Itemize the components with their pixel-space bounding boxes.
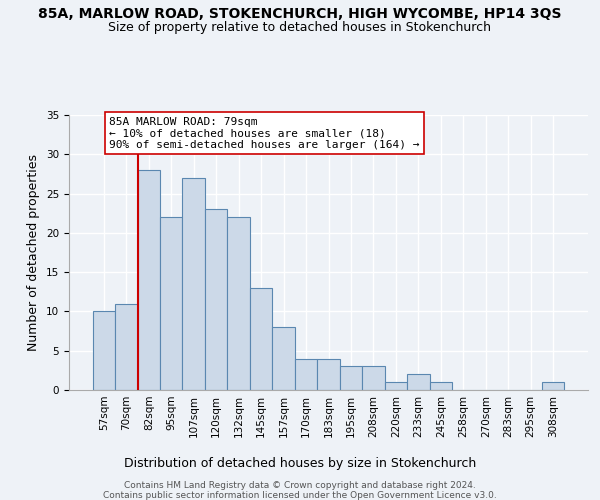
- Text: Contains public sector information licensed under the Open Government Licence v3: Contains public sector information licen…: [103, 491, 497, 500]
- Bar: [542, 382, 565, 390]
- Bar: [137, 170, 160, 390]
- Bar: [160, 217, 182, 390]
- Y-axis label: Number of detached properties: Number of detached properties: [28, 154, 40, 351]
- Bar: [92, 312, 115, 390]
- Bar: [385, 382, 407, 390]
- Bar: [227, 217, 250, 390]
- Bar: [317, 358, 340, 390]
- Bar: [250, 288, 272, 390]
- Bar: [407, 374, 430, 390]
- Bar: [295, 358, 317, 390]
- Bar: [362, 366, 385, 390]
- Text: Distribution of detached houses by size in Stokenchurch: Distribution of detached houses by size …: [124, 458, 476, 470]
- Bar: [205, 210, 227, 390]
- Text: 85A MARLOW ROAD: 79sqm
← 10% of detached houses are smaller (18)
90% of semi-det: 85A MARLOW ROAD: 79sqm ← 10% of detached…: [109, 116, 420, 150]
- Bar: [182, 178, 205, 390]
- Text: Size of property relative to detached houses in Stokenchurch: Size of property relative to detached ho…: [109, 21, 491, 34]
- Bar: [430, 382, 452, 390]
- Bar: [272, 327, 295, 390]
- Text: 85A, MARLOW ROAD, STOKENCHURCH, HIGH WYCOMBE, HP14 3QS: 85A, MARLOW ROAD, STOKENCHURCH, HIGH WYC…: [38, 8, 562, 22]
- Text: Contains HM Land Registry data © Crown copyright and database right 2024.: Contains HM Land Registry data © Crown c…: [124, 481, 476, 490]
- Bar: [115, 304, 137, 390]
- Bar: [340, 366, 362, 390]
